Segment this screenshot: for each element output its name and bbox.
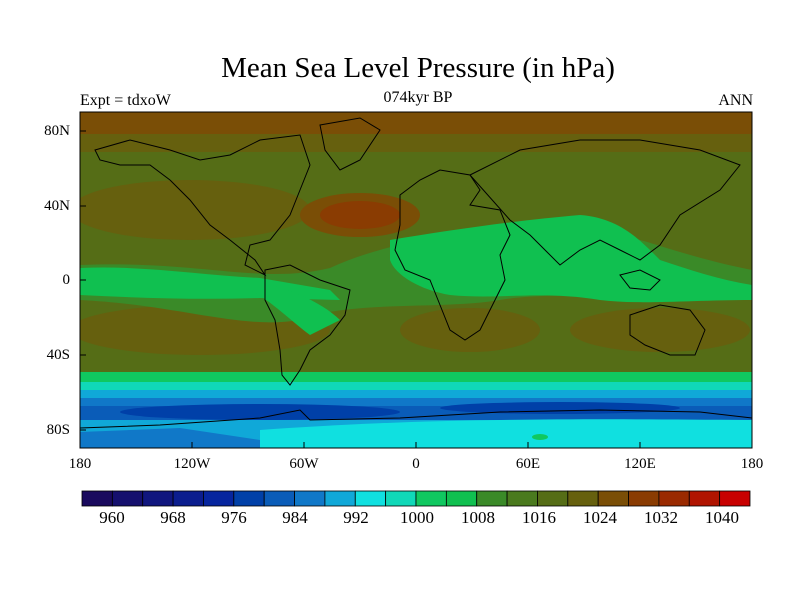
colorbar-label: 1016 (522, 508, 556, 527)
colorbar-swatch (172, 490, 204, 507)
y-tick-label: 40S (46, 347, 70, 363)
colorbar-swatch (385, 490, 417, 507)
colorbar-label: 984 (282, 508, 308, 527)
colorbar-swatch (445, 490, 478, 507)
colorbar-swatch (81, 490, 113, 507)
pressure-field (80, 112, 752, 448)
y-tick-label: 80N (44, 123, 70, 139)
x-tick-label: 60E (515, 456, 541, 472)
y-tick-label: 80S (46, 422, 70, 438)
colorbar-label: 960 (99, 508, 125, 527)
experiment-label: Expt = tdxoW (80, 92, 171, 109)
colorbar-label: 1000 (400, 508, 434, 527)
x-tick-label: 120W (173, 456, 211, 472)
colorbar-swatch (263, 490, 295, 507)
colorbar-label: 1024 (583, 508, 617, 527)
y-tick-label: 40N (44, 198, 70, 214)
x-tick-label: 180 (740, 456, 764, 472)
colorbar-swatch (628, 490, 660, 507)
colorbar-swatch (719, 490, 751, 507)
page-title: Mean Sea Level Pressure (in hPa) (221, 52, 615, 84)
x-tick-label: 180 (68, 456, 92, 472)
colorbar-swatch (294, 490, 326, 507)
colorbar-label: 1032 (644, 508, 678, 527)
colorbar-label: 976 (221, 508, 247, 527)
colorbar (81, 490, 751, 507)
colorbar-swatch (203, 490, 235, 507)
y-tick-label: 0 (62, 272, 71, 288)
colorbar-label: 968 (160, 508, 186, 527)
colorbar-swatch (111, 490, 144, 507)
colorbar-swatch (324, 490, 356, 507)
colorbar-swatch (415, 490, 447, 507)
colorbar-swatch (567, 490, 599, 507)
colorbar-label: 1008 (461, 508, 495, 527)
time-label: 074kyr BP (383, 89, 453, 106)
x-tick-label: 120E (624, 456, 656, 472)
colorbar-swatch (233, 490, 265, 507)
colorbar-label: 992 (343, 508, 369, 527)
colorbar-label: 1040 (705, 508, 739, 527)
x-tick-label: 60W (289, 456, 319, 472)
colorbar-swatch (506, 490, 538, 507)
x-tick-label: 0 (412, 456, 420, 472)
colorbar-swatch (597, 490, 629, 507)
colorbar-swatch (537, 490, 569, 507)
colorbar-swatch (688, 490, 721, 507)
colorbar-swatch (142, 490, 174, 507)
season-label: ANN (718, 92, 753, 109)
axis-ticks (80, 130, 641, 448)
coastlines (80, 117, 752, 429)
colorbar-swatch (658, 490, 690, 507)
colorbar-swatch (476, 490, 508, 507)
colorbar-swatch (354, 490, 387, 507)
